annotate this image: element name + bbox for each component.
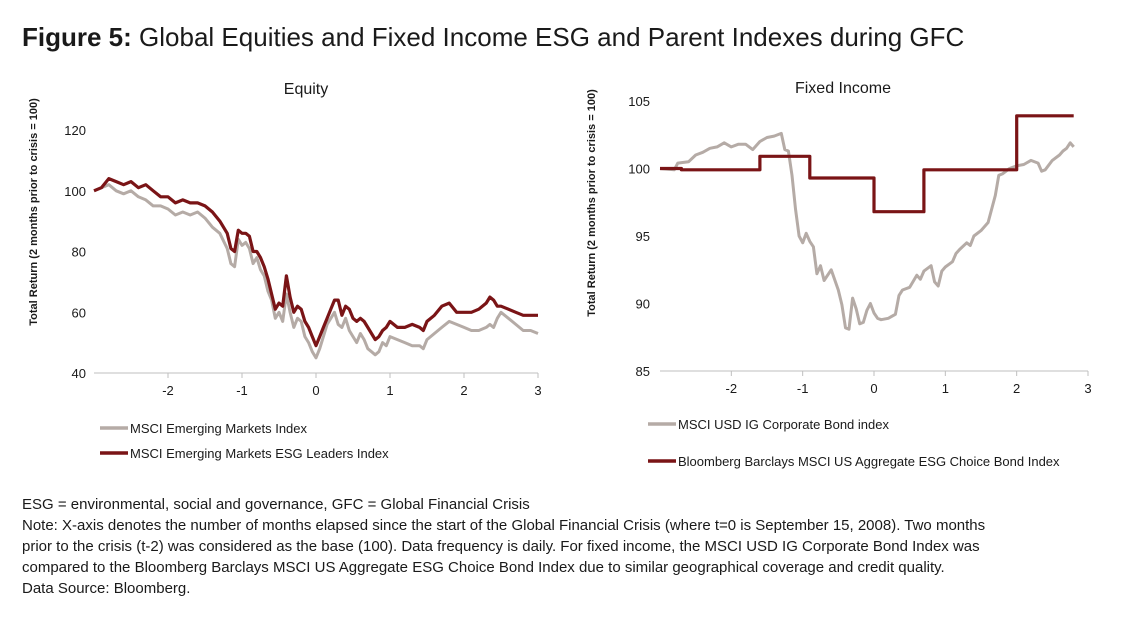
note-line-1: Note: X-axis denotes the number of month… [22,517,986,534]
equity-series-line-esg [93,177,538,348]
fixed-income-legend-label: Bloomberg Barclays MSCI US Aggregate ESG… [678,454,1060,469]
equity-x-tick-label: 2 [460,383,467,398]
equity-x-tick-label: 1 [386,383,393,398]
fixed-income-x-tick-label: 3 [1084,381,1091,396]
fixed-income-y-tick-label: 90 [636,297,650,312]
fixed-income-x-tick-label: -1 [797,381,809,396]
equity-series-line-parent [93,183,539,360]
equity-legend-label: MSCI Emerging Markets ESG Leaders Index [130,446,389,461]
equity-x-tick-label: -2 [162,383,174,398]
fixed-income-x-tick-label: -2 [726,381,738,396]
fixed-income-series-line-esg [660,114,1074,214]
fixed-income-x-tick-label: 2 [1013,381,1020,396]
fixed-income-y-tick-label: 105 [628,94,650,109]
equity-x-tick-label: -1 [236,383,248,398]
equity-y-tick-label: 60 [72,305,86,320]
equity-y-tick-label: 40 [72,366,86,381]
fixed-income-y-tick-label: 95 [636,229,650,244]
equity-y-tick-label: 80 [72,245,86,260]
fixed-income-y-tick-label: 85 [636,364,650,379]
equity-x-tick-label: 3 [534,383,541,398]
note-line-2: prior to the crisis (t-2) was considered… [22,538,980,555]
figure-notes: ESG = environmental, social and governan… [22,494,1112,599]
fixed-income-y-axis-label: Total Return (2 months prior to crisis =… [586,89,598,317]
fixed-income-y-tick-label: 100 [628,162,650,177]
fixed-income-chart-title: Fixed Income [795,80,891,97]
fixed-income-x-tick-label: 0 [870,381,877,396]
equity-legend-label: MSCI Emerging Markets Index [130,421,308,436]
figure-title: Figure 5: Global Equities and Fixed Inco… [22,22,965,52]
equity-y-tick-label: 120 [64,123,86,138]
figure-title-text: Global Equities and Fixed Income ESG and… [139,22,965,52]
fixed-income-series-line-parent [659,131,1075,331]
fixed-income-chart: Fixed Income Total Return (2 months prior… [586,80,1092,469]
equity-chart: Equity Total Return (2 months prior to cr… [28,81,542,461]
fixed-income-legend-label: MSCI USD IG Corporate Bond index [678,417,889,432]
equity-chart-title: Equity [284,81,328,98]
fixed-income-x-tick-label: 1 [942,381,949,396]
note-abbreviations: ESG = environmental, social and governan… [22,496,530,513]
note-line-3: compared to the Bloomberg Barclays MSCI … [22,559,945,576]
figure-label: Figure 5 [22,22,124,52]
equity-x-tick-label: 0 [312,383,319,398]
charts-canvas: Equity Total Return (2 months prior to cr… [28,80,1092,469]
equity-y-tick-label: 100 [64,184,86,199]
equity-y-axis-label: Total Return (2 months prior to crisis =… [28,98,40,326]
note-data-source: Data Source: Bloomberg. [22,580,191,597]
